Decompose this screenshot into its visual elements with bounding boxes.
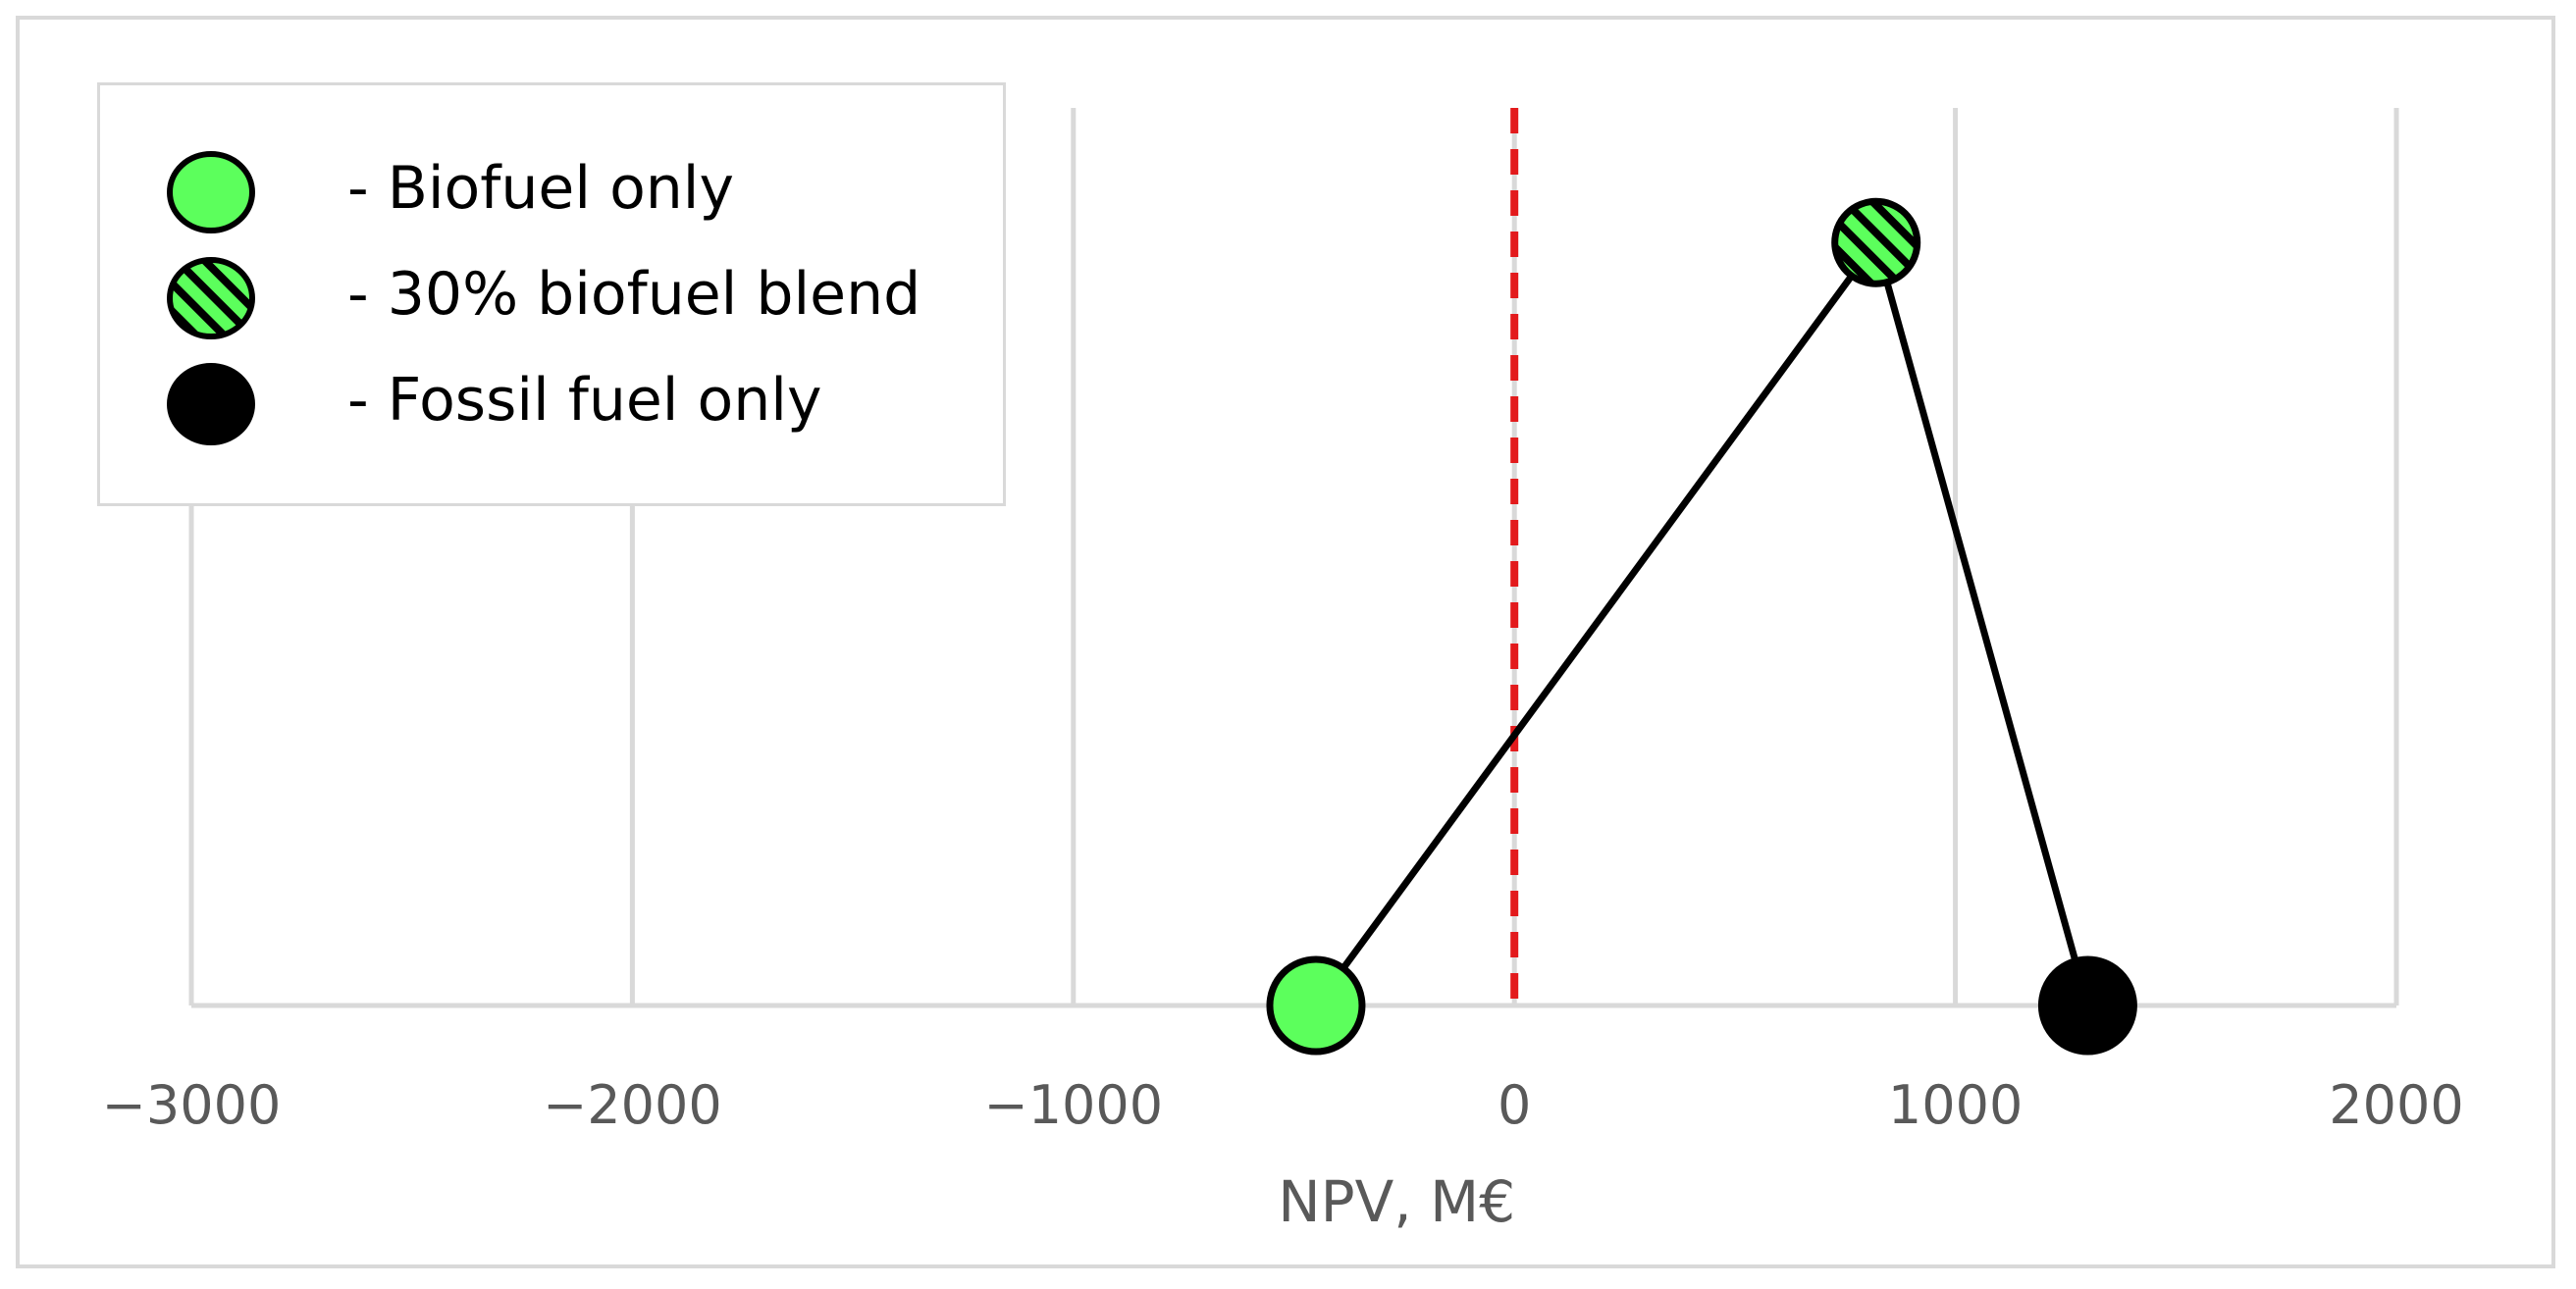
legend-item-biofuel: - Biofuel only [100,144,1003,242]
green-circle-icon [167,151,255,233]
connector-line [1872,241,2091,1006]
x-axis-title: NPV, M€ [1278,1168,1515,1235]
fossil-fuel-only-point [2037,955,2137,1056]
x-tick-label: 1000 [1888,1074,2023,1136]
x-tick-label: −1000 [983,1074,1163,1136]
x-tick-label: −3000 [102,1074,282,1136]
connector-lines [1313,240,2091,1008]
x-tick-label: 0 [1498,1074,1531,1136]
hatched-green-circle-icon [167,257,255,339]
legend-item-blend: - 30% biofuel blend [100,250,1003,348]
data-markers [1266,197,2137,1056]
black-circle-icon [167,363,255,445]
legend: - Biofuel only - 30% biofuel blend - Fos… [97,82,1006,506]
x-tick-label: 2000 [2329,1074,2463,1136]
connector-line [1313,240,1879,1008]
x-tick-label: −2000 [543,1074,722,1136]
30-biofuel-blend-point [1831,197,1921,287]
legend-label: - 30% biofuel blend [347,260,921,329]
legend-label: - Fossil fuel only [347,366,822,435]
x-tick-labels: −3000 −2000 −1000 0 1000 2000 [102,1074,2464,1136]
legend-item-fossil: - Fossil fuel only [100,356,1003,454]
legend-label: - Biofuel only [347,154,734,223]
biofuel-only-point [1266,955,1366,1056]
